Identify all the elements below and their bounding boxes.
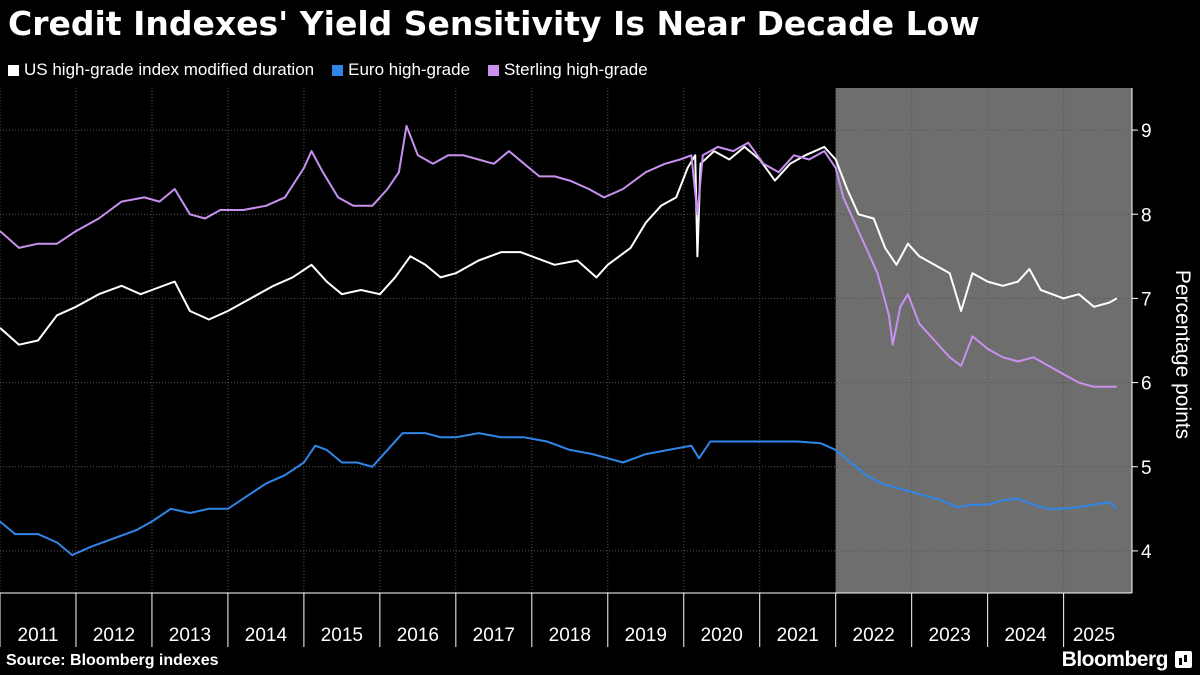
- y-tick-label: 7: [1141, 289, 1152, 310]
- y-axis-label: Percentage points: [1171, 270, 1194, 439]
- legend-item-euro: Euro high-grade: [332, 60, 470, 80]
- series-line-0: [0, 145, 1118, 346]
- x-tick-label: 2024: [1004, 625, 1047, 646]
- x-tick-label: 2015: [321, 625, 363, 646]
- x-tick-label: 2016: [397, 625, 439, 646]
- legend-swatch-sterling: [488, 64, 500, 76]
- x-tick-label: 2017: [473, 625, 515, 646]
- y-tick-label: 9: [1141, 121, 1152, 142]
- x-tick-label: 2023: [929, 625, 971, 646]
- x-tick-label: 2012: [93, 625, 135, 646]
- legend-swatch-us: [8, 64, 19, 76]
- series-line-2: [0, 124, 1117, 388]
- source-note: Source: Bloomberg indexes: [6, 652, 219, 669]
- x-tick-label: 2013: [169, 625, 211, 646]
- legend-label-us: US high-grade index modified duration: [24, 60, 315, 79]
- legend-label-sterling: Sterling high-grade: [504, 60, 648, 79]
- x-tick-label: 2011: [18, 625, 59, 646]
- x-tick-label: 2018: [549, 625, 591, 646]
- x-tick-label: 2014: [245, 625, 288, 646]
- x-tick-label: 2025: [1073, 625, 1115, 646]
- y-tick-label: 6: [1141, 374, 1152, 395]
- shaded-region: [835, 88, 1132, 593]
- x-tick-label: 2022: [853, 625, 895, 646]
- x-tick-label: 2019: [625, 625, 667, 646]
- y-tick-label: 4: [1141, 542, 1152, 563]
- legend-item-us: US high-grade index modified duration: [8, 60, 314, 80]
- legend: US high-grade index modified duration Eu…: [8, 60, 648, 80]
- legend-swatch-euro: [332, 64, 344, 76]
- y-tick-label: 8: [1141, 205, 1152, 226]
- series-line-1: [0, 432, 1118, 557]
- chart-icon: [1175, 651, 1192, 668]
- legend-item-sterling: Sterling high-grade: [488, 60, 648, 80]
- page-title: Credit Indexes' Yield Sensitivity Is Nea…: [8, 4, 980, 43]
- brand-logo: Bloomberg: [1061, 648, 1169, 671]
- y-tick-label: 5: [1141, 458, 1152, 479]
- x-tick-label: 2020: [701, 625, 743, 646]
- legend-label-euro: Euro high-grade: [348, 60, 471, 79]
- x-tick-label: 2021: [777, 625, 819, 646]
